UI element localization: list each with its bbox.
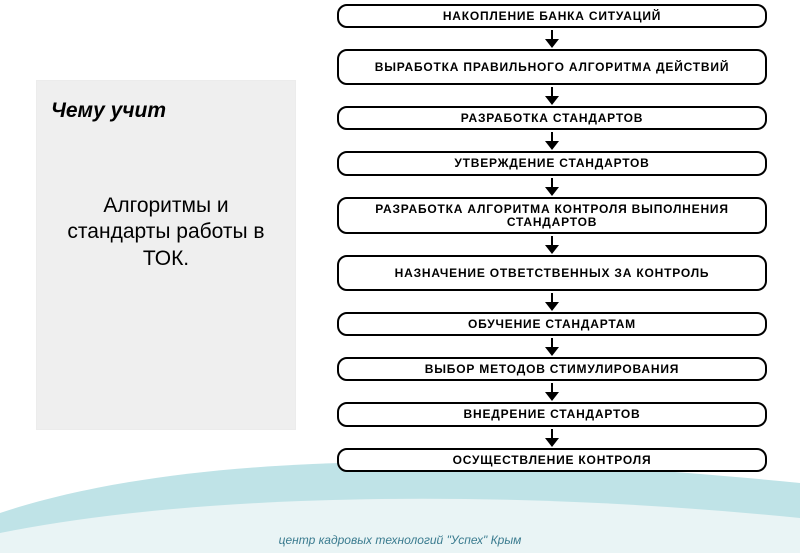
flow-node: ОБУЧЕНИЕ СТАНДАРТАМ [337, 312, 767, 336]
flowchart: НАКОПЛЕНИЕ БАНКА СИТУАЦИЙ ВЫРАБОТКА ПРАВИ… [322, 0, 782, 472]
arrow-head [545, 438, 559, 447]
flow-node: РАЗРАБОТКА СТАНДАРТОВ [337, 106, 767, 130]
flow-node: ОСУЩЕСТВЛЕНИЕ КОНТРОЛЯ [337, 448, 767, 472]
left-panel-title: Чему учит [51, 99, 281, 123]
flow-arrow [545, 236, 559, 254]
left-panel-subtitle: Алгоритмы и стандарты работы в ТОК. [51, 193, 281, 272]
arrow-head [545, 245, 559, 254]
flow-node: ВЫБОР МЕТОДОВ СТИМУЛИРОВАНИЯ [337, 357, 767, 381]
slide: Чему учит Алгоритмы и стандарты работы в… [0, 0, 800, 553]
flow-node: НАЗНАЧЕНИЕ ОТВЕТСТВЕННЫХ ЗА КОНТРОЛЬ [337, 255, 767, 291]
flow-arrow [545, 429, 559, 447]
left-panel: Чему учит Алгоритмы и стандарты работы в… [36, 80, 296, 430]
flow-node: УТВЕРЖДЕНИЕ СТАНДАРТОВ [337, 151, 767, 175]
flow-arrow [545, 383, 559, 401]
flow-node: ВЫРАБОТКА ПРАВИЛЬНОГО АЛГОРИТМА ДЕЙСТВИЙ [337, 49, 767, 85]
arrow-head [545, 347, 559, 356]
flow-arrow [545, 178, 559, 196]
arrow-head [545, 96, 559, 105]
flow-node: ВНЕДРЕНИЕ СТАНДАРТОВ [337, 402, 767, 426]
flow-arrow [545, 293, 559, 311]
flow-node: НАКОПЛЕНИЕ БАНКА СИТУАЦИЙ [337, 4, 767, 28]
flow-node: РАЗРАБОТКА АЛГОРИТМА КОНТРОЛЯ ВЫПОЛНЕНИЯ… [337, 197, 767, 234]
arrow-head [545, 141, 559, 150]
footer-text: центр кадровых технологий "Успех" Крым [0, 533, 800, 547]
flow-arrow [545, 338, 559, 356]
flow-arrow [545, 132, 559, 150]
flow-arrow [545, 87, 559, 105]
arrow-head [545, 392, 559, 401]
arrow-head [545, 187, 559, 196]
arrow-head [545, 39, 559, 48]
flow-arrow [545, 30, 559, 48]
arrow-head [545, 302, 559, 311]
